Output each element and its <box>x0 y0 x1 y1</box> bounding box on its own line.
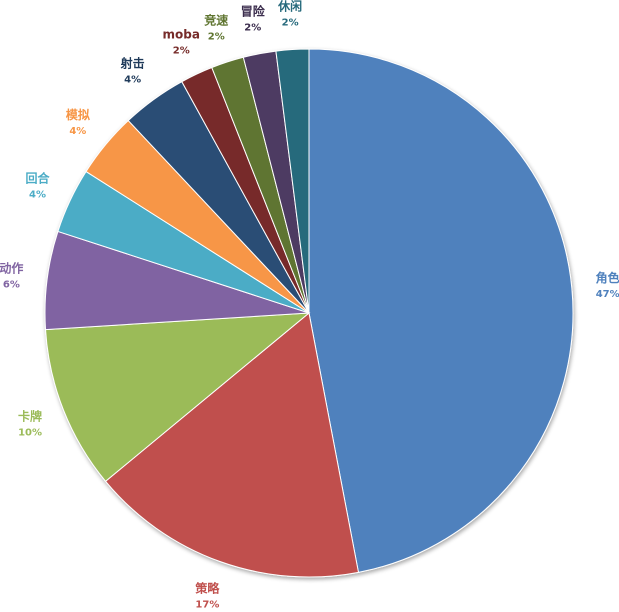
pie-slice-0 <box>308 48 574 573</box>
slice-label-1: 策略 17% <box>195 580 220 610</box>
slice-label-7: moba 2% <box>163 28 200 57</box>
slice-label-name: 冒险 <box>241 3 266 18</box>
slice-label-percent: 17% <box>195 599 219 610</box>
slice-label-percent: 2% <box>282 18 299 29</box>
slice-label-name: 卡牌 <box>18 408 42 423</box>
slice-label-percent: 4% <box>124 74 141 85</box>
slice-label-name: 动作 <box>0 260 23 275</box>
slice-label-percent: 2% <box>244 22 261 33</box>
slice-label-5: 模拟 4% <box>66 107 90 137</box>
slice-label-9: 冒险 2% <box>241 3 266 33</box>
slice-label-percent: 2% <box>173 46 190 57</box>
slice-label-percent: 4% <box>29 189 46 200</box>
slice-label-percent: 10% <box>18 427 42 438</box>
slice-label-name: 休闲 <box>277 0 302 14</box>
slice-label-name: 回合 <box>26 170 51 185</box>
slice-label-name: moba <box>163 28 200 42</box>
slice-label-percent: 2% <box>208 32 225 43</box>
slice-label-name: 射击 <box>120 55 145 70</box>
slice-label-name: 策略 <box>195 580 220 595</box>
slice-label-name: 竞速 <box>204 13 228 28</box>
slice-label-2: 卡牌 10% <box>18 408 42 438</box>
slice-label-6: 射击 4% <box>120 55 145 85</box>
pie-slice-2 <box>44 312 311 482</box>
pie-slice-1 <box>104 312 360 578</box>
slice-label-0: 角色 47% <box>596 270 619 300</box>
slice-label-percent: 4% <box>69 126 86 137</box>
slice-label-3: 动作 6% <box>0 260 23 290</box>
slice-label-4: 回合 4% <box>26 170 51 200</box>
pie-slices <box>44 48 574 578</box>
slice-label-percent: 47% <box>596 289 619 300</box>
slice-label-name: 模拟 <box>66 107 90 122</box>
slice-label-8: 竞速 2% <box>204 13 228 43</box>
slice-label-percent: 6% <box>3 279 20 290</box>
pie-slice-10 <box>275 48 310 314</box>
slice-label-10: 休闲 2% <box>277 0 302 29</box>
slice-label-name: 角色 <box>596 270 619 285</box>
